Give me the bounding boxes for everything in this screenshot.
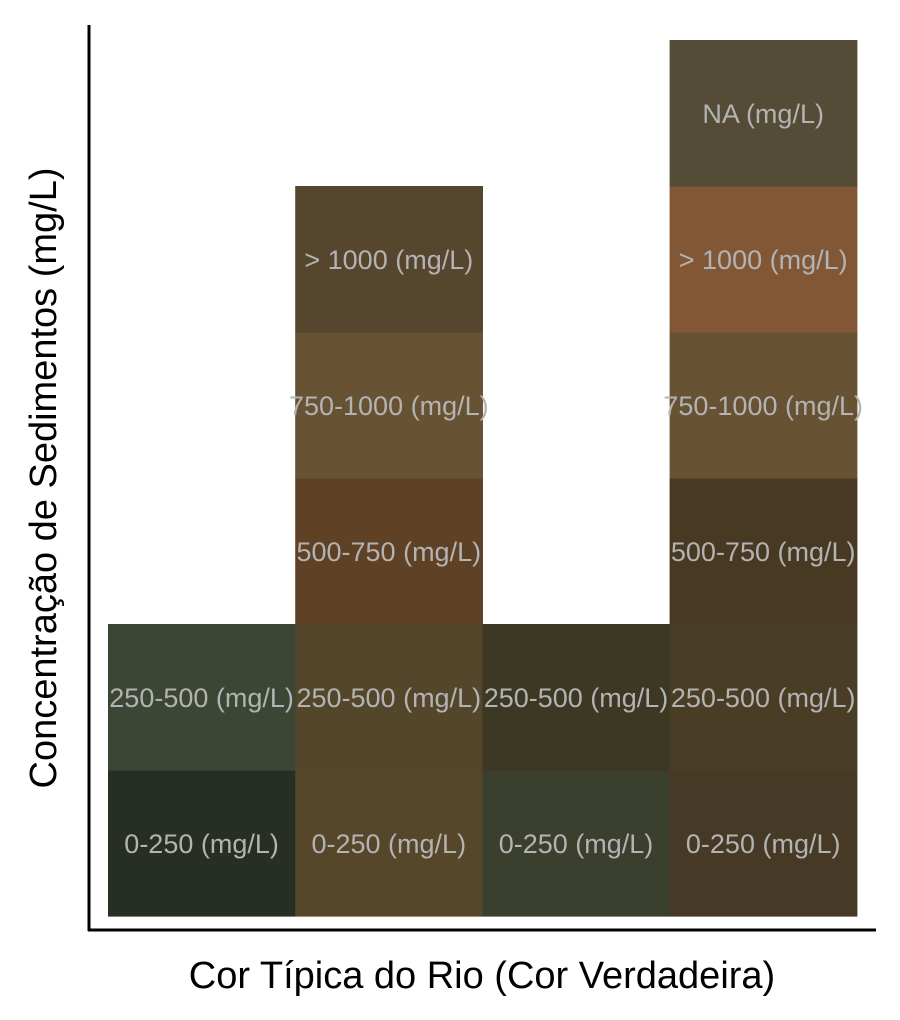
tile-col3-row1	[482, 770, 671, 917]
tile-col4-row3	[669, 478, 858, 625]
tile-col2-row1	[295, 770, 483, 917]
tile-col4-row2	[669, 624, 858, 771]
tile-col1-row2	[108, 624, 296, 771]
tile-label-col4-row5: > 1000 (mg/L)	[679, 245, 848, 275]
tile-label-col2-row2: 250-500 (mg/L)	[296, 683, 481, 713]
y-axis-title: Concentração de Sedimentos (mg/L)	[23, 168, 65, 789]
tile-layer	[108, 40, 858, 917]
tile-label-col2-row1: 0-250 (mg/L)	[312, 829, 467, 859]
tile-col2-row3	[295, 478, 483, 625]
tile-col3-row2	[482, 624, 671, 771]
tile-label-col2-row4: 750-1000 (mg/L)	[289, 391, 489, 421]
tile-col2-row2	[295, 624, 483, 771]
tile-col4-row1	[669, 770, 858, 917]
tile-label-col4-row1: 0-250 (mg/L)	[686, 829, 841, 859]
tile-label-col4-row3: 500-750 (mg/L)	[671, 537, 856, 567]
tile-label-col1-row1: 0-250 (mg/L)	[124, 829, 279, 859]
tile-col4-row6	[669, 40, 858, 187]
x-axis-title: Cor Típica do Rio (Cor Verdadeira)	[189, 955, 775, 997]
tile-label-col2-row3: 500-750 (mg/L)	[296, 537, 481, 567]
tile-label-col4-row6: NA (mg/L)	[702, 99, 824, 129]
tile-label-col3-row1: 0-250 (mg/L)	[499, 829, 654, 859]
tile-label-col4-row2: 250-500 (mg/L)	[671, 683, 856, 713]
tile-label-col4-row4: 750-1000 (mg/L)	[663, 391, 863, 421]
tile-label-col3-row2: 250-500 (mg/L)	[484, 683, 669, 713]
label-layer: 0-250 (mg/L) 250-500 (mg/L) 0-250 (mg/L) 25…	[109, 99, 863, 859]
tile-label-col2-row5: > 1000 (mg/L)	[304, 245, 473, 275]
tile-col2-row5	[295, 186, 483, 333]
tile-col2-row4	[295, 332, 483, 479]
tile-col1-row1	[108, 770, 296, 917]
tile-col4-row4	[669, 332, 858, 479]
tile-col4-row5	[669, 186, 858, 333]
tile-label-col1-row2: 250-500 (mg/L)	[109, 683, 294, 713]
